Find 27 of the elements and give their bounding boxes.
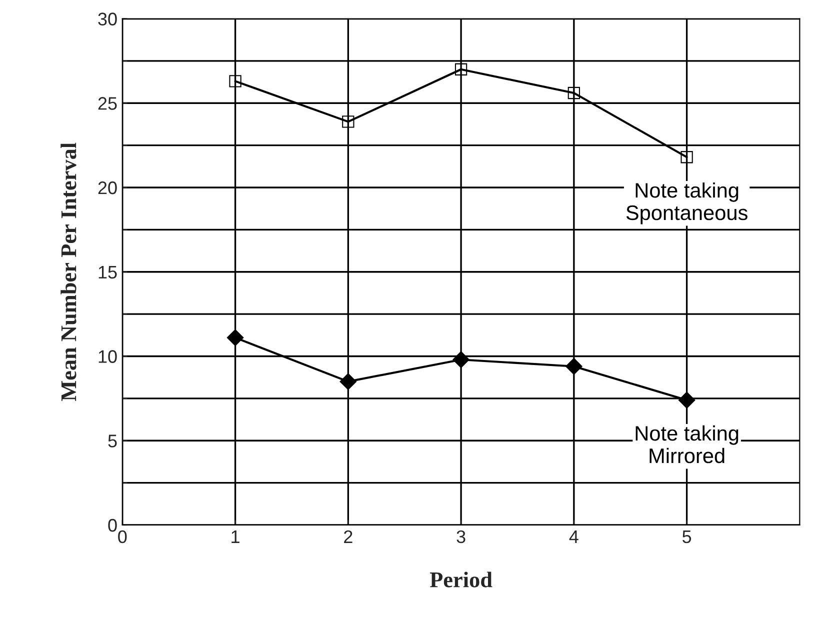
point — [342, 116, 354, 128]
x-tick-label: 4 — [569, 530, 578, 543]
y-tick-label: 25 — [98, 97, 117, 110]
point — [568, 86, 580, 100]
y-tick-label: 0 — [108, 518, 117, 532]
y-axis-title: Mean Number Per Interval — [60, 142, 76, 402]
series-label: Note taking Spontaneous — [626, 182, 748, 224]
x-tick-label: 3 — [456, 530, 466, 544]
point — [226, 329, 244, 346]
point — [680, 151, 693, 164]
y-tick-label: 5 — [108, 434, 117, 448]
x-tick-label: 2 — [344, 530, 352, 543]
point — [566, 358, 582, 375]
point — [340, 373, 357, 390]
y-tick-label: 10 — [98, 350, 117, 363]
series-label: Note taking Mirrored — [636, 425, 738, 464]
y-tick-label: 30 — [98, 12, 117, 26]
point — [452, 351, 470, 368]
point — [229, 75, 242, 88]
point — [678, 392, 696, 408]
x-tick-label: 5 — [682, 530, 692, 544]
x-tick-label: 0 — [118, 530, 127, 544]
x-axis-title: Period — [430, 572, 492, 588]
y-tick-label: 15 — [98, 266, 117, 279]
point — [454, 63, 468, 76]
x-tick-label: 1 — [232, 530, 240, 543]
y-tick-label: 20 — [98, 181, 117, 194]
